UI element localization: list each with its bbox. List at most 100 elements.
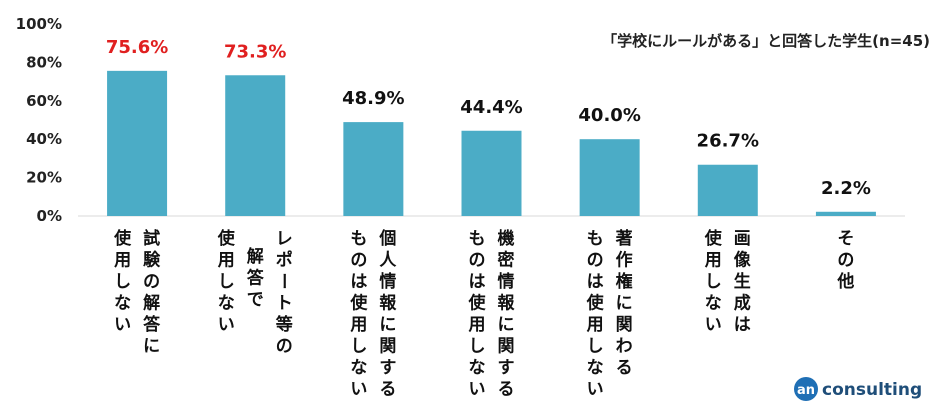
logo-badge-icon xyxy=(794,377,818,401)
category-label-char: 関 xyxy=(616,315,633,335)
bar xyxy=(697,164,758,216)
category-label-char: 生 xyxy=(734,271,751,292)
data-label: 2.2% xyxy=(821,178,871,199)
category-label-char: に xyxy=(379,315,396,335)
y-tick-label: 100% xyxy=(16,15,62,33)
category-label-char: 答 xyxy=(247,268,265,289)
category-label-char: は xyxy=(587,272,604,292)
category-label-char: の xyxy=(143,272,160,292)
category-label-char: 情 xyxy=(498,271,515,292)
category-label-char: し xyxy=(705,272,722,292)
consulting-logo: an consulting xyxy=(794,377,922,401)
category-label-char: 著 xyxy=(616,228,633,249)
category-label-char: 報 xyxy=(379,293,397,314)
category-labels: 試験の解答に使用しないレポート等の解答で使用しない個人情報に関するものは使用しな… xyxy=(113,228,854,400)
category-label-char: な xyxy=(705,294,722,314)
category-label-char: は xyxy=(350,272,367,292)
category-label-char: 答 xyxy=(143,314,161,335)
category-label-char: 用 xyxy=(218,251,235,271)
category-label-char: る xyxy=(498,380,515,400)
data-label: 26.7% xyxy=(697,131,759,152)
category-label-char: 使 xyxy=(113,228,132,249)
bar xyxy=(107,70,168,217)
category-label-char: も xyxy=(350,229,367,249)
category-label-char: い xyxy=(705,315,722,335)
category-label-char: い xyxy=(350,380,367,400)
category-label-char: 密 xyxy=(498,250,515,271)
category-label-char: な xyxy=(350,358,367,378)
bar xyxy=(343,122,404,216)
category-label-char: も xyxy=(469,229,486,249)
category-label-char: 等 xyxy=(276,314,293,335)
bar xyxy=(815,211,876,216)
category-label-char: す xyxy=(498,358,515,378)
category-label-char: し xyxy=(218,272,235,292)
bar xyxy=(461,130,522,216)
category-label-char: ー xyxy=(273,273,293,290)
category-label-char: の xyxy=(276,337,293,357)
category-label-char: で xyxy=(247,290,264,310)
category-label-char: は xyxy=(469,272,486,292)
category-label-char: い xyxy=(218,315,235,335)
category-label-char: な xyxy=(114,294,131,314)
logo-text: consulting xyxy=(822,380,922,400)
category-label-char: は xyxy=(734,315,751,335)
category-label-char: ポ xyxy=(276,250,293,271)
category-label-char: 使 xyxy=(704,228,723,249)
category-label-char: 報 xyxy=(498,293,516,314)
category-label-char: レ xyxy=(276,229,293,249)
category-label-char: 関 xyxy=(379,337,396,357)
category-label-char: 像 xyxy=(734,251,752,271)
chart-note: 「学校にルールがある」と回答した学生(n=45) xyxy=(602,32,930,50)
y-tick-label: 0% xyxy=(37,207,62,225)
data-label: 48.9% xyxy=(342,88,404,109)
category-label-char: 成 xyxy=(734,293,751,314)
category-label-char: な xyxy=(469,358,486,378)
category-label-char: し xyxy=(587,337,604,357)
y-tick-label: 40% xyxy=(26,130,62,148)
category-label-char: 個 xyxy=(378,228,396,249)
data-label: 73.3% xyxy=(224,41,286,62)
category-label-char: 験 xyxy=(143,250,161,271)
category-label-char: 人 xyxy=(379,251,397,271)
category-label-char: る xyxy=(616,358,633,378)
category-label-char: 使 xyxy=(217,228,236,249)
data-label: 40.0% xyxy=(578,105,640,126)
category-label-char: 解 xyxy=(143,293,160,314)
bar xyxy=(579,139,640,216)
logo-badge-text: an xyxy=(797,383,815,398)
category-label-char: 権 xyxy=(616,271,633,292)
category-label-char: の xyxy=(587,251,604,271)
category-label-char: 使 xyxy=(349,293,368,314)
category-label-char: 機 xyxy=(498,228,515,249)
category-label-char: 作 xyxy=(616,250,633,271)
category-label-char: 使 xyxy=(468,293,487,314)
category-label-char: 用 xyxy=(587,315,604,335)
category-label-char: わ xyxy=(616,337,633,357)
y-axis-ticks: 0% 20% 40% 60% 80% 100% xyxy=(16,15,62,225)
category-label-char: い xyxy=(114,315,131,335)
category-label-char: る xyxy=(379,380,396,400)
y-tick-label: 80% xyxy=(26,53,62,71)
category-label-char: に xyxy=(498,315,515,335)
category-label-char: い xyxy=(469,380,486,400)
category-label-char: 使 xyxy=(586,293,605,314)
category-label-char: な xyxy=(587,358,604,378)
category-label-char: し xyxy=(114,272,131,292)
data-label: 75.6% xyxy=(106,37,168,58)
category-label-char: 用 xyxy=(705,251,722,271)
category-label-char: 解 xyxy=(247,246,264,267)
category-label-char: し xyxy=(350,337,367,357)
data-labels: 75.6% 73.3% 48.9% 44.4% 40.0% 26.7% 2.2% xyxy=(106,37,871,199)
category-label-char: の xyxy=(350,251,367,271)
category-label-char: 用 xyxy=(114,251,131,271)
category-label-char: も xyxy=(587,229,604,249)
category-label-char: 情 xyxy=(379,271,396,292)
category-label-char: に xyxy=(143,337,160,357)
category-label-char: 試 xyxy=(143,228,160,249)
category-label-char: な xyxy=(218,294,235,314)
category-label-char: し xyxy=(469,337,486,357)
category-label-char: す xyxy=(379,358,396,378)
category-label-char: の xyxy=(837,251,854,271)
